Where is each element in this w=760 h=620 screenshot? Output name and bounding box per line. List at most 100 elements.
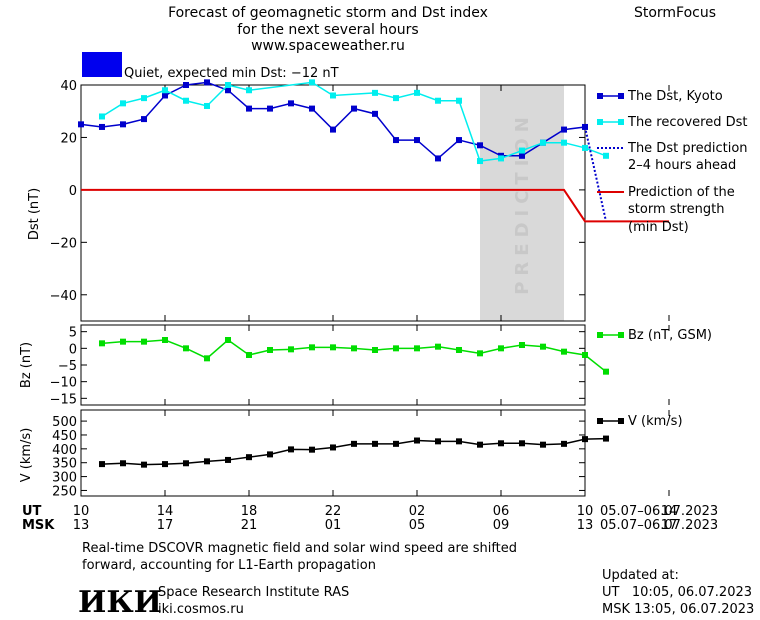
series-layer [78, 79, 669, 468]
point-dst-recovered-18 [540, 139, 546, 146]
point-dst-recovered-12 [414, 89, 420, 96]
point-dst-kyoto-11 [309, 105, 315, 112]
point-dst-kyoto-12 [330, 126, 336, 133]
point-v-9 [288, 446, 294, 453]
point-dst-kyoto-1 [99, 123, 105, 130]
point-dst-recovered-11 [393, 95, 399, 102]
updated-msk: MSK 13:05, 06.07.2023 [602, 602, 754, 617]
point-dst-kyoto-17 [435, 155, 441, 162]
v-ytick-label-4: 300 [52, 471, 77, 486]
updated-label: Updated at: [602, 568, 679, 583]
point-dst-recovered-17 [519, 147, 525, 154]
point-v-2 [141, 461, 147, 468]
point-bz-19 [498, 345, 504, 352]
point-bz-16 [435, 343, 441, 350]
ut-tick-label-0: 10 [73, 504, 90, 519]
point-bz-0 [99, 340, 105, 347]
point-v-14 [393, 440, 399, 447]
point-v-19 [498, 440, 504, 447]
series-line-dst-recovered [101, 81, 607, 162]
v-panel-frame [80, 409, 586, 497]
point-v-12 [351, 440, 357, 447]
point-v-13 [372, 440, 378, 447]
ut-tick-label-3: 22 [325, 504, 342, 519]
legend-entry-dst-prediction: The Dst prediction 2–4 hours ahead [597, 141, 748, 173]
point-dst-kyoto-6 [204, 79, 210, 86]
v-ytick-label-1: 450 [52, 429, 77, 444]
point-bz-8 [267, 347, 273, 353]
legend-label-storm-1: Prediction of the [628, 185, 735, 200]
series-line-dst-prediction [584, 126, 607, 222]
msk-tick-label-2: 21 [241, 518, 258, 533]
prediction-band [480, 85, 564, 321]
point-bz-24 [603, 368, 609, 375]
msk-tick-label-1: 17 [157, 518, 174, 533]
point-dst-recovered-3 [162, 87, 168, 94]
point-dst-kyoto-15 [393, 137, 399, 144]
point-bz-4 [183, 345, 189, 352]
point-bz-18 [477, 350, 483, 357]
point-v-10 [309, 446, 315, 453]
point-v-24 [603, 435, 609, 442]
dst-axis-label: Dst (nT) [27, 188, 42, 240]
point-dst-kyoto-5 [183, 82, 189, 88]
v-ytick-label-5: 250 [52, 484, 77, 499]
point-dst-kyoto-9 [267, 105, 273, 112]
point-dst-recovered-20 [582, 144, 588, 151]
v-ytick-label-3: 350 [52, 457, 77, 472]
bz-ytick-label-0: 5 [69, 326, 77, 341]
legend-label-v: V (km/s) [628, 414, 683, 429]
point-dst-kyoto-8 [246, 105, 252, 112]
bz-ytick-label-2: −5 [58, 359, 77, 374]
date-range-ut: 05.07–06.07.2023 [600, 504, 718, 519]
date-range-msk: 05.07–06.07.2023 [600, 518, 718, 533]
point-v-22 [561, 440, 567, 447]
bz-ytick-label-3: −10 [50, 376, 77, 391]
point-dst-recovered-0 [99, 113, 105, 120]
point-bz-22 [561, 348, 567, 355]
point-bz-9 [288, 346, 294, 353]
point-dst-recovered-1 [120, 100, 126, 107]
bz-ytick-label-1: 0 [69, 342, 77, 357]
point-bz-23 [582, 352, 588, 358]
msk-axis-label: MSK [22, 518, 55, 533]
point-v-16 [435, 438, 441, 445]
point-v-6 [225, 456, 231, 463]
point-dst-recovered-8 [309, 79, 315, 86]
point-dst-recovered-6 [225, 82, 231, 88]
legend-entry-v: V (km/s) [597, 414, 683, 429]
dst-ytick-label-4: −40 [50, 289, 77, 304]
point-dst-kyoto-18 [456, 137, 462, 144]
point-bz-6 [225, 337, 231, 343]
footer-note-line2: forward, accounting for L1-Earth propaga… [82, 558, 376, 573]
dst-ytick-label-1: 20 [60, 131, 77, 146]
point-dst-kyoto-13 [351, 105, 357, 112]
point-v-8 [267, 451, 273, 458]
point-v-17 [456, 438, 462, 445]
status-swatch [82, 52, 122, 77]
point-v-15 [414, 437, 420, 444]
legend-label-prediction-2: 2–4 hours ahead [628, 158, 736, 173]
legend-label-bz: Bz (nT, GSM) [628, 328, 712, 343]
point-dst-recovered-14 [456, 97, 462, 104]
point-v-1 [120, 460, 126, 467]
point-v-4 [183, 460, 189, 467]
point-dst-kyoto-7 [225, 87, 231, 94]
msk-tick-label-0: 13 [73, 518, 90, 533]
ut-axis-label: UT [22, 504, 42, 519]
v-ytick-label-2: 400 [52, 443, 77, 458]
point-bz-11 [330, 344, 336, 351]
iki-logo: ИКИ [78, 585, 162, 620]
point-dst-kyoto-2 [120, 121, 126, 128]
v-ytick-label-0: 500 [52, 415, 77, 430]
legend-entry-storm: Prediction of the storm strength (min Ds… [597, 185, 735, 235]
series-line-bz [101, 339, 607, 373]
point-bz-21 [540, 343, 546, 350]
legend-entry-bz: Bz (nT, GSM) [597, 328, 712, 343]
msk-tick-label-7: 17 [661, 518, 678, 533]
point-dst-kyoto-16 [414, 137, 420, 144]
series-line-storm-strength [81, 188, 669, 223]
point-dst-recovered-13 [435, 97, 441, 104]
